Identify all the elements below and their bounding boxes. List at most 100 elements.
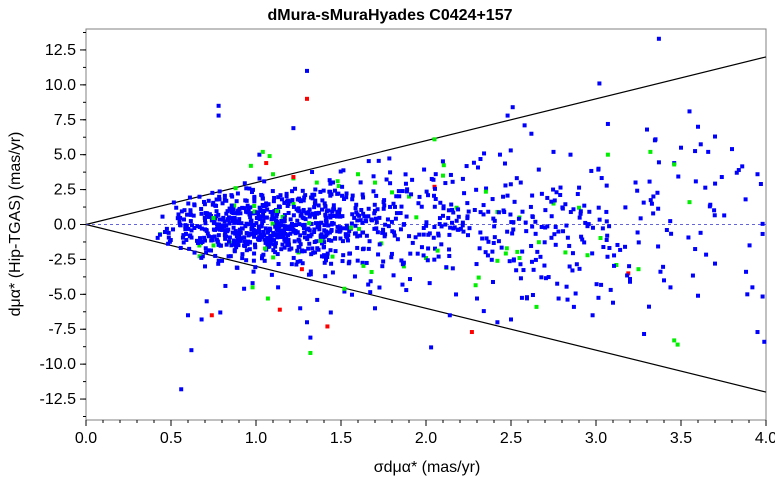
data-point-cluster-204 xyxy=(242,206,247,211)
data-point-cluster-182 xyxy=(574,262,579,267)
data-point-cluster-377 xyxy=(231,207,236,212)
data-point-cluster-216 xyxy=(704,252,709,257)
data-point-cluster-1018 xyxy=(258,209,263,214)
data-point-cluster-690 xyxy=(374,220,379,225)
data-point-cluster-210 xyxy=(382,203,387,208)
data-point-cluster-564 xyxy=(492,224,497,229)
data-point-cluster-1117 xyxy=(251,269,256,274)
data-point-cluster-1006 xyxy=(192,225,197,230)
data-point-cluster-701 xyxy=(623,244,628,249)
data-point-cluster-62 xyxy=(465,201,470,206)
data-point-cluster-187 xyxy=(454,292,459,297)
data-point-cluster-975 xyxy=(465,216,470,221)
data-point-cluster-411 xyxy=(393,216,398,221)
x-tick-label-1: 0.5 xyxy=(160,430,182,447)
data-point-cluster-1074 xyxy=(401,260,406,265)
data-point-cluster-857 xyxy=(605,233,610,238)
data-point-cluster-345 xyxy=(328,248,333,253)
data-point-cluster-981 xyxy=(264,215,269,220)
data-point-cluster-810 xyxy=(578,211,583,216)
data-point-cluster-206 xyxy=(567,264,572,269)
data-point-cluster-1011 xyxy=(221,215,226,220)
data-point-cluster-267 xyxy=(400,189,405,194)
data-point-cluster-137 xyxy=(340,214,345,219)
data-point-cluster-865 xyxy=(274,208,279,213)
data-point-cluster-522 xyxy=(516,216,521,221)
data-point-cluster-430 xyxy=(280,214,285,219)
data-point-cluster-138 xyxy=(510,231,515,236)
data-point-cluster-734 xyxy=(478,230,483,235)
data-point-cluster-249 xyxy=(214,237,219,242)
data-point-cluster-295 xyxy=(388,204,393,209)
data-point-cluster-802 xyxy=(355,234,360,239)
data-point-cluster-937 xyxy=(407,277,412,282)
data-point-cluster-479 xyxy=(528,204,533,209)
data-point-cluster-162 xyxy=(182,217,187,222)
data-point-cluster-881 xyxy=(530,224,535,229)
data-point-cluster-753 xyxy=(293,186,298,191)
data-point-cluster-482 xyxy=(253,265,258,270)
data-point-cluster-573 xyxy=(509,220,514,225)
data-point-cluster-361 xyxy=(349,221,354,226)
data-point-s1-18 xyxy=(605,152,610,157)
data-point-cluster-81 xyxy=(252,199,257,204)
data-point-cluster-663 xyxy=(575,192,580,197)
data-point-cluster-348 xyxy=(225,209,230,214)
data-point-cluster-488 xyxy=(213,253,218,258)
data-point-cluster-694 xyxy=(312,215,317,220)
data-point-cluster-91 xyxy=(496,239,501,244)
data-point-cluster-1079 xyxy=(520,209,525,214)
data-point-cluster-371 xyxy=(596,295,601,300)
data-point-cluster-928 xyxy=(364,214,369,219)
data-point-cluster-886 xyxy=(320,198,325,203)
data-point-cluster-801 xyxy=(511,227,516,232)
data-point-cluster-247 xyxy=(514,176,519,181)
data-point-s0-51 xyxy=(713,134,717,139)
data-point-cluster-815 xyxy=(332,213,337,218)
data-point-cluster-485 xyxy=(438,200,443,205)
data-point-cluster-436 xyxy=(166,230,171,235)
data-point-cluster-703 xyxy=(693,179,698,184)
data-point-s0-20 xyxy=(328,310,333,315)
data-point-cluster-164 xyxy=(483,189,488,194)
data-point-cluster-169 xyxy=(231,225,236,230)
data-point-s1-10 xyxy=(407,194,411,199)
data-point-cluster-369 xyxy=(206,198,211,203)
data-point-s1-31 xyxy=(495,258,500,263)
data-point-cluster-629 xyxy=(257,235,262,240)
data-point-cluster-578 xyxy=(399,204,404,209)
data-point-cluster-670 xyxy=(302,195,307,200)
data-point-cluster-415 xyxy=(376,158,381,163)
data-point-cluster-885 xyxy=(448,225,453,230)
data-point-cluster-785 xyxy=(197,194,202,199)
data-point-cluster-919 xyxy=(224,211,229,216)
data-point-s0-15 xyxy=(305,68,309,73)
data-point-cluster-1053 xyxy=(297,222,302,227)
data-point-cluster-812 xyxy=(397,194,402,199)
data-point-cluster-687 xyxy=(431,235,436,240)
data-point-cluster-1004 xyxy=(178,215,183,220)
data-point-s1-27 xyxy=(401,264,406,269)
data-point-cluster-814 xyxy=(635,230,640,235)
data-point-cluster-659 xyxy=(490,279,495,284)
data-point-cluster-1035 xyxy=(433,197,438,202)
data-point-cluster-1094 xyxy=(231,242,236,247)
data-point-cluster-428 xyxy=(284,194,289,199)
data-point-cluster-133 xyxy=(300,261,305,266)
data-point-cluster-261 xyxy=(319,241,324,246)
data-point-cluster-230 xyxy=(505,193,510,198)
data-point-cluster-109 xyxy=(302,235,307,240)
data-point-s2-2 xyxy=(305,96,309,101)
data-point-cluster-568 xyxy=(419,204,424,209)
data-point-cluster-467 xyxy=(288,217,293,222)
data-point-cluster-621 xyxy=(187,195,192,200)
data-point-cluster-1016 xyxy=(539,224,544,229)
data-point-cluster-465 xyxy=(295,259,300,264)
data-point-cluster-910 xyxy=(570,268,575,273)
plot-area xyxy=(85,28,767,421)
data-point-cluster-872 xyxy=(298,259,303,264)
data-point-cluster-892 xyxy=(309,252,314,257)
data-point-cluster-1049 xyxy=(223,236,228,241)
data-point-cluster-918 xyxy=(268,228,273,233)
data-point-cluster-103 xyxy=(579,234,584,239)
